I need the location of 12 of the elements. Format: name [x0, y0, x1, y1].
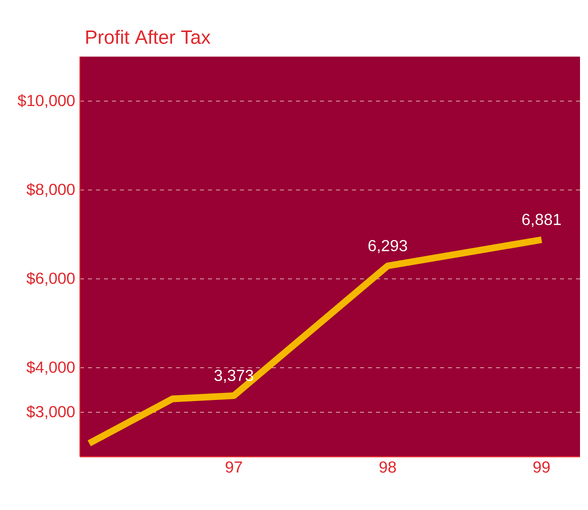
y-tick-label: $8,000	[26, 183, 75, 197]
x-tick-label: 99	[533, 461, 550, 473]
y-tick-label: $3,000	[26, 405, 75, 420]
chart-title: Profit After Tax	[86, 30, 210, 44]
x-tick-label: 98	[380, 461, 396, 473]
x-tick-label: 97	[226, 461, 242, 473]
data-label: 6,881	[522, 214, 561, 228]
y-tick-label: $6,000	[26, 272, 75, 286]
y-tick-label: $10,000	[18, 94, 75, 108]
data-label: 6,293	[368, 240, 408, 254]
y-tick-label: $4,000	[26, 360, 75, 375]
data-label: 3,373	[214, 370, 254, 383]
